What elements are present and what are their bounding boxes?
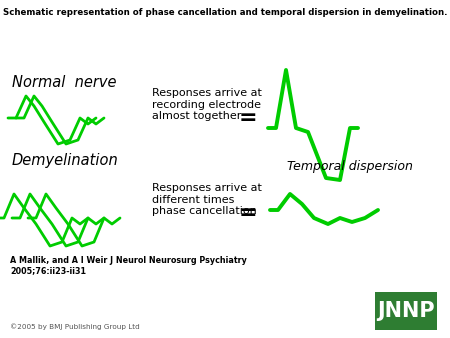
Text: =: = xyxy=(238,108,257,128)
Text: Demyelination: Demyelination xyxy=(12,153,119,168)
Text: =: = xyxy=(238,203,257,223)
FancyBboxPatch shape xyxy=(375,292,437,330)
Text: Schematic representation of phase cancellation and temporal dispersion in demyel: Schematic representation of phase cancel… xyxy=(3,8,447,17)
Text: Responses arrive at
recording electrode
almost together: Responses arrive at recording electrode … xyxy=(152,88,262,121)
Text: Responses arrive at
different times
phase cancellation: Responses arrive at different times phas… xyxy=(152,183,262,216)
Text: ©2005 by BMJ Publishing Group Ltd: ©2005 by BMJ Publishing Group Ltd xyxy=(10,323,140,330)
Text: Temporal dispersion: Temporal dispersion xyxy=(287,160,413,173)
Text: JNNP: JNNP xyxy=(377,301,435,321)
Text: A Mallik, and A I Weir J Neurol Neurosurg Psychiatry
2005;76:ii23-ii31: A Mallik, and A I Weir J Neurol Neurosur… xyxy=(10,256,247,275)
Text: Normal  nerve: Normal nerve xyxy=(12,75,117,90)
